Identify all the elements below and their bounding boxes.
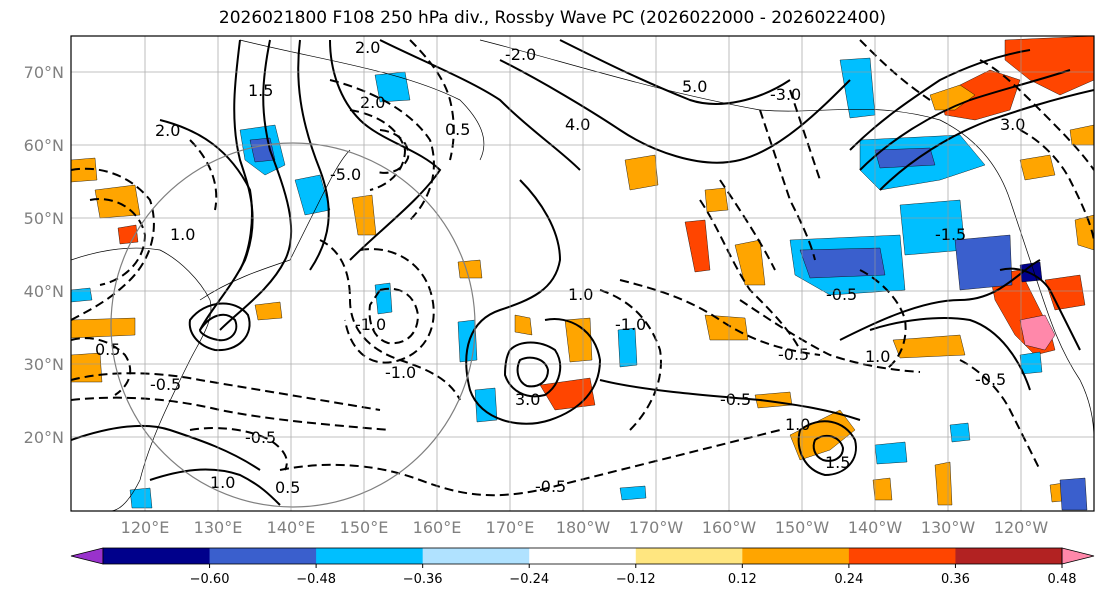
contour-label: 0.5 bbox=[445, 120, 470, 139]
contour-label: 5.0 bbox=[682, 77, 707, 96]
colorbar-frame bbox=[102, 547, 1063, 565]
contour-label: 0.5 bbox=[95, 340, 120, 359]
lon-label: 130°E bbox=[194, 518, 243, 537]
colorbar-segment bbox=[529, 548, 637, 564]
colorbar-segment bbox=[316, 548, 424, 564]
contour-label: -1.0 bbox=[355, 315, 386, 334]
contour-label: -0.5 bbox=[826, 285, 857, 304]
contour-label: -1.5 bbox=[935, 225, 966, 244]
map-background bbox=[71, 36, 1094, 511]
lon-label: 170°E bbox=[486, 518, 535, 537]
lon-label: 160°E bbox=[413, 518, 462, 537]
colorbar-tick-label: −0.48 bbox=[296, 572, 336, 587]
lon-label: 120°W bbox=[994, 518, 1049, 537]
colorbar-segment bbox=[209, 548, 317, 564]
projection-circle bbox=[110, 142, 476, 508]
lon-label: 140°E bbox=[267, 518, 316, 537]
colorbar-tick-label: −0.12 bbox=[616, 572, 656, 587]
lon-label: 180°W bbox=[556, 518, 611, 537]
lat-label: 40°N bbox=[24, 282, 64, 301]
colorbar: −0.60 −0.48 −0.36 −0.24 −0.12 0.12 0.24 0.36 0.4… bbox=[70, 547, 1095, 587]
colorbar-tick-label: 0.12 bbox=[728, 572, 757, 587]
colorbar-tick-label: −0.24 bbox=[509, 572, 549, 587]
contour-label: -0.5 bbox=[720, 390, 751, 409]
contour-label: 1.0 bbox=[865, 347, 890, 366]
colorbar-tick-label: −0.60 bbox=[190, 572, 230, 587]
lat-label: 60°N bbox=[24, 136, 64, 155]
contour-label: -0.5 bbox=[245, 428, 276, 447]
colorbar-extension-low bbox=[70, 547, 104, 565]
lat-label: 20°N bbox=[24, 428, 64, 447]
contour-labels: 2.0 2.0 2.0 1.5 1.0 1.0 1.0 1.0 1.0 -0.5… bbox=[95, 38, 1025, 497]
contour-label: -1.0 bbox=[385, 363, 416, 382]
colorbar-segment bbox=[955, 548, 1063, 564]
latitude-axis: 70°N 60°N 50°N 40°N 30°N 20°N bbox=[24, 63, 64, 447]
contour-label: -5.0 bbox=[330, 165, 361, 184]
lon-label: 170°W bbox=[629, 518, 684, 537]
contour-label: 2.0 bbox=[360, 93, 385, 112]
lat-label: 30°N bbox=[24, 355, 64, 374]
contour-label: 4.0 bbox=[565, 115, 590, 134]
lon-label: 120°E bbox=[121, 518, 170, 537]
contour-label: 3.0 bbox=[1000, 115, 1025, 134]
contour-label: 2.0 bbox=[155, 121, 180, 140]
contour-label: -0.5 bbox=[150, 375, 181, 394]
contour-label: 1.0 bbox=[785, 415, 810, 434]
contour-label: -3.0 bbox=[770, 85, 801, 104]
colorbar-segment bbox=[848, 548, 956, 564]
colorbar-tick-label: 0.48 bbox=[1048, 572, 1077, 587]
solid-contours bbox=[71, 39, 1094, 506]
contour-label: -0.5 bbox=[975, 370, 1006, 389]
dashed-contours bbox=[71, 39, 1094, 497]
gridlines bbox=[71, 36, 1094, 511]
colorbar-tick-label: −0.36 bbox=[403, 572, 443, 587]
colorbar-segment bbox=[103, 548, 211, 564]
lon-label: 160°W bbox=[702, 518, 757, 537]
contour-label: 1.0 bbox=[170, 225, 195, 244]
lon-label: 150°W bbox=[775, 518, 830, 537]
lat-label: 50°N bbox=[24, 209, 64, 228]
colorbar-segment bbox=[422, 548, 530, 564]
contour-label: 1.0 bbox=[210, 473, 235, 492]
contour-label: -0.5 bbox=[535, 477, 566, 496]
contour-label: -0.5 bbox=[778, 345, 809, 364]
contour-label: 3.0 bbox=[515, 390, 540, 409]
lon-label: 130°W bbox=[921, 518, 976, 537]
lon-label: 140°W bbox=[848, 518, 903, 537]
contour-label: 1.0 bbox=[568, 285, 593, 304]
colorbar-segment bbox=[742, 548, 850, 564]
contour-label: 0.5 bbox=[275, 478, 300, 497]
colorbar-tick-label: 0.36 bbox=[941, 572, 970, 587]
colorbar-tick-label: 0.24 bbox=[834, 572, 863, 587]
contour-label: 1.5 bbox=[825, 453, 850, 472]
contour-label: -2.0 bbox=[505, 45, 536, 64]
contour-label: 1.5 bbox=[248, 81, 273, 100]
lat-label: 70°N bbox=[24, 63, 64, 82]
contour-label: -1.0 bbox=[615, 315, 646, 334]
longitude-axis: 120°E 130°E 140°E 150°E 160°E 170°E 180°… bbox=[121, 518, 1049, 537]
contour-label: 2.0 bbox=[355, 38, 380, 57]
map-frame bbox=[70, 35, 1095, 512]
map-content: 2.0 2.0 2.0 1.5 1.0 1.0 1.0 1.0 1.0 -0.5… bbox=[71, 36, 1094, 511]
colorbar-extension-high bbox=[1061, 547, 1095, 565]
colorbar-segment bbox=[635, 548, 743, 564]
lon-label: 150°E bbox=[340, 518, 389, 537]
map-title: 2026021800 F108 250 hPa div., Rossby Wav… bbox=[218, 8, 887, 28]
